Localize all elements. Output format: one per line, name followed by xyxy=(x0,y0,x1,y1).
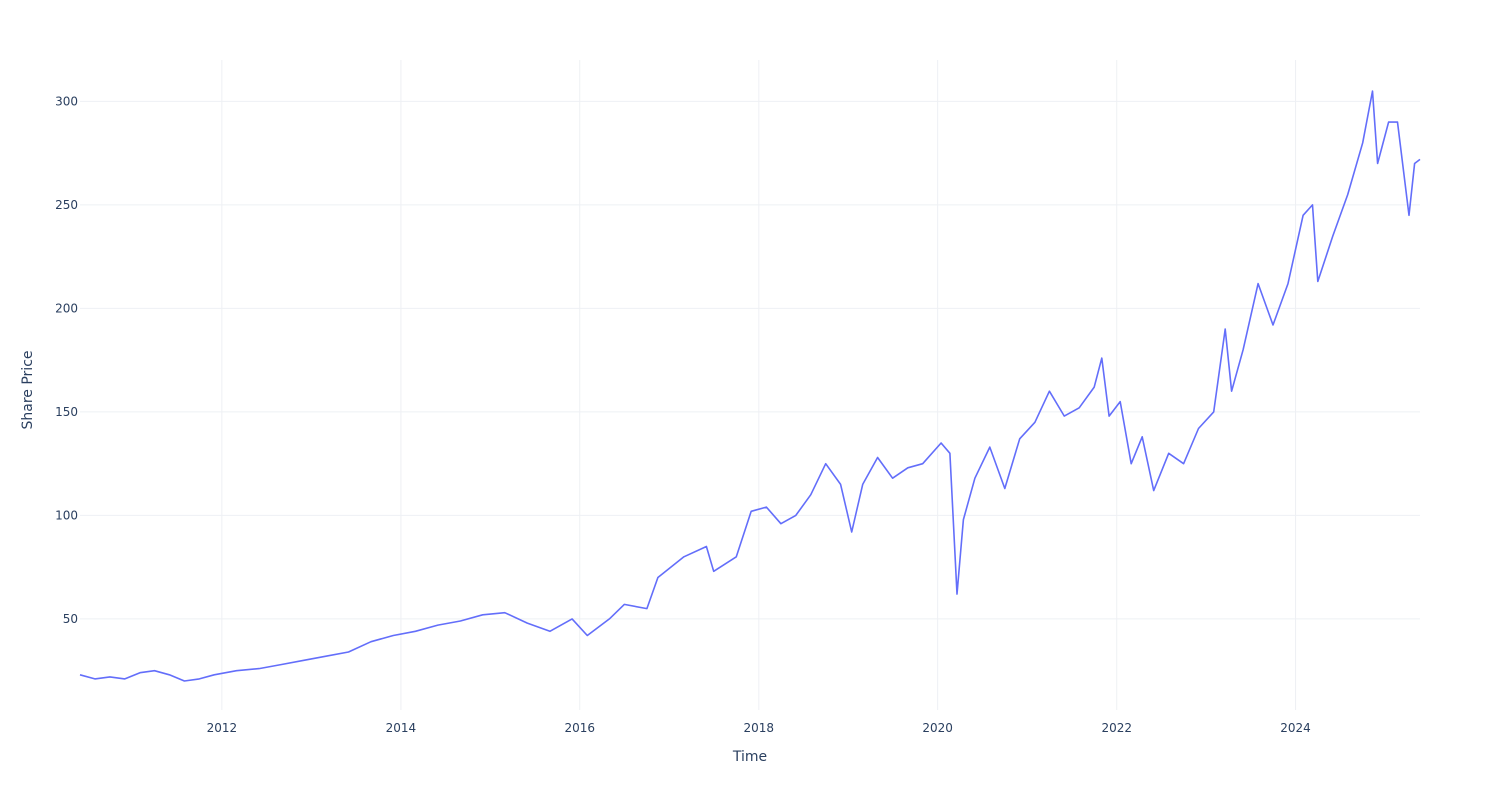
y-axis-title: Share Price xyxy=(20,350,36,429)
y-axis-ticks: 50 100 150 200 250 300 xyxy=(55,94,78,626)
x-tick-label: 2018 xyxy=(744,721,775,735)
y-tick-label: 250 xyxy=(55,198,78,212)
x-tick-label: 2016 xyxy=(564,721,595,735)
y-tick-label: 50 xyxy=(63,612,78,626)
share-price-line xyxy=(79,90,1421,682)
x-tick-label: 2024 xyxy=(1280,721,1311,735)
x-tick-label: 2020 xyxy=(922,721,953,735)
y-tick-label: 150 xyxy=(55,405,78,419)
y-gridlines xyxy=(80,100,1420,620)
x-axis-title: Time xyxy=(732,749,767,765)
price-series xyxy=(79,90,1421,682)
x-tick-label: 2014 xyxy=(386,721,417,735)
y-tick-label: 100 xyxy=(55,508,78,522)
x-axis-ticks: 2012 2014 2016 2018 2020 2022 2024 xyxy=(207,721,1311,735)
y-tick-label: 200 xyxy=(55,301,78,315)
y-tick-label: 300 xyxy=(55,94,78,108)
x-tick-label: 2022 xyxy=(1101,721,1132,735)
x-tick-label: 2012 xyxy=(207,721,238,735)
x-gridlines xyxy=(221,60,1297,710)
